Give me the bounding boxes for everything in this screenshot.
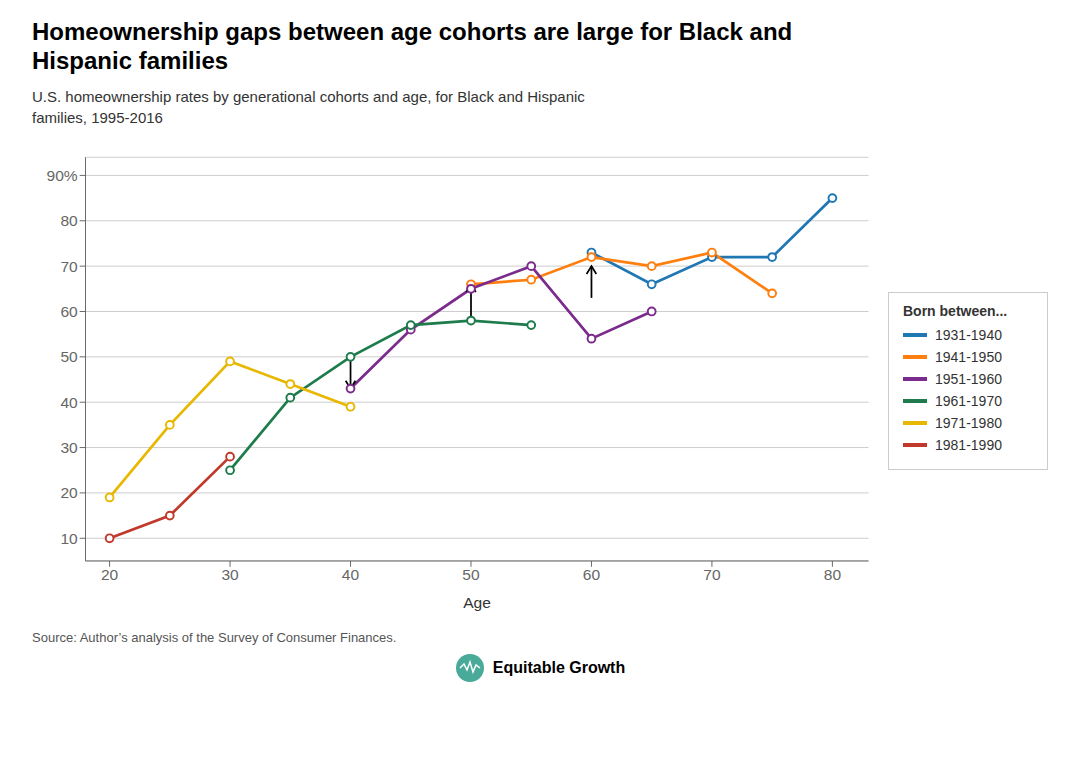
svg-text:30: 30: [221, 565, 239, 582]
svg-text:20: 20: [101, 565, 119, 582]
html-text:U.S. homeownership rates by ge: U.S. homeownership rates by generational…: [32, 87, 585, 126]
html-text:1941-1950: 1941-1950: [935, 348, 1002, 365]
svg-text:30: 30: [60, 439, 78, 456]
html-text:Source: Author’s analysis of t: Source: Author’s analysis of the Survey …: [32, 629, 397, 645]
svg-text:60: 60: [583, 565, 601, 582]
html-text:Homeownership gaps between age: Homeownership gaps between age cohorts a…: [32, 18, 793, 74]
html-text:1971-1980: 1971-1980: [935, 414, 1002, 431]
svg-text:Age: Age: [463, 593, 491, 610]
svg-text:50: 50: [60, 348, 78, 365]
html-text:1951-1960: 1951-1960: [935, 370, 1002, 387]
svg-text:60: 60: [60, 303, 78, 320]
svg-text:40: 40: [342, 565, 360, 582]
svg-text:80: 80: [824, 565, 842, 582]
html-text:1931-1940: 1931-1940: [935, 326, 1002, 343]
svg-text:70: 70: [60, 257, 78, 274]
svg-text:90%: 90%: [47, 167, 78, 184]
svg-text:80: 80: [60, 212, 78, 229]
svg-text:20: 20: [60, 484, 78, 501]
html-text:1961-1970: 1961-1970: [935, 392, 1002, 409]
html-text:Born between...: Born between...: [903, 302, 1008, 319]
svg-text:40: 40: [60, 393, 78, 410]
svg-text:10: 10: [60, 529, 78, 546]
html-text:Equitable Growth: Equitable Growth: [492, 658, 626, 676]
svg-text:70: 70: [703, 565, 721, 582]
svg-text:50: 50: [462, 565, 480, 582]
html-text:1981-1990: 1981-1990: [935, 436, 1002, 453]
